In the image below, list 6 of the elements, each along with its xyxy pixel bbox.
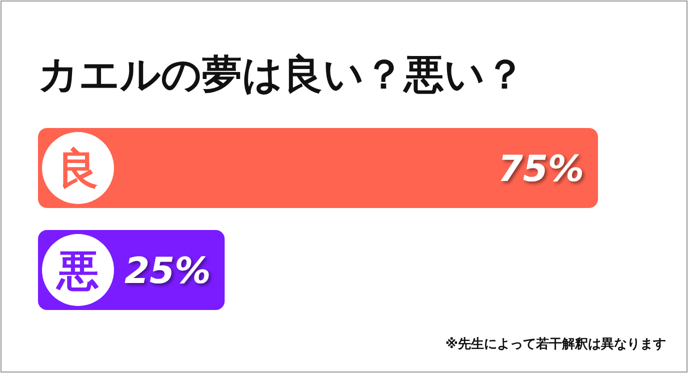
chart-title: カエルの夢は良い？悪い？ bbox=[38, 52, 525, 98]
data-label: 25% bbox=[124, 251, 211, 292]
text: ※先生によって若干解釈は異なります bbox=[445, 336, 666, 352]
y-tick-label: 良 bbox=[57, 144, 99, 193]
y-tick-label: 悪 bbox=[55, 246, 99, 295]
data-label: 75% bbox=[498, 149, 584, 190]
